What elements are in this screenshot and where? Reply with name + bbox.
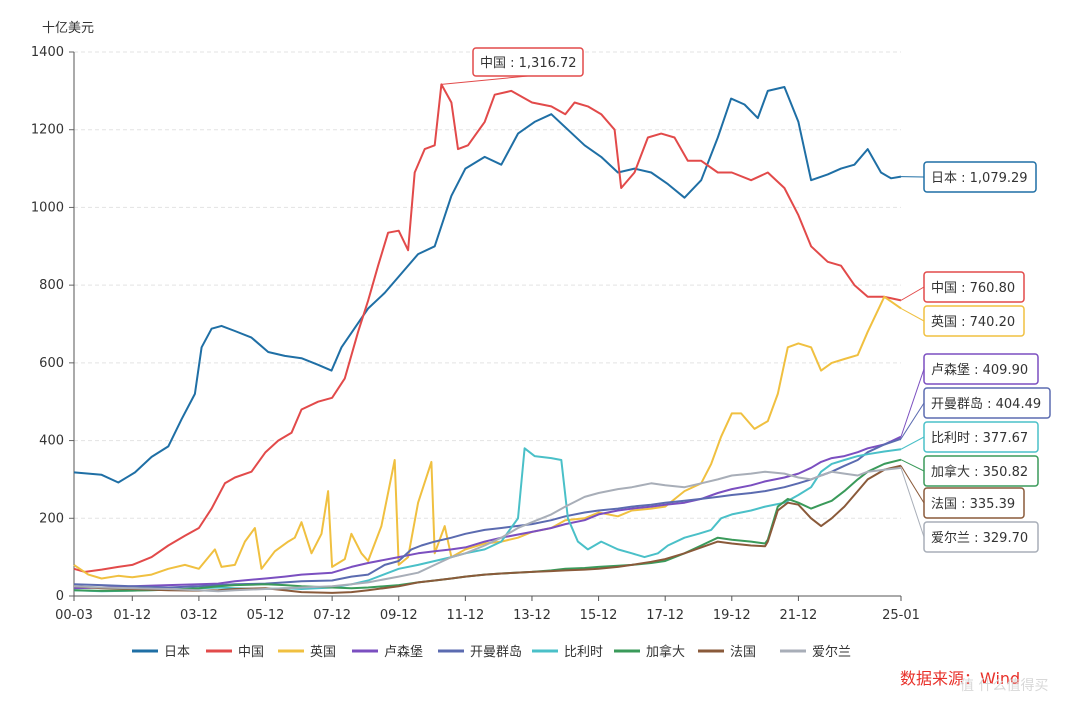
callout-label: 爱尔兰 : 329.70	[931, 531, 1028, 546]
callout-leader	[900, 459, 925, 472]
y-tick-label: 800	[39, 278, 64, 293]
legend-label: 加拿大	[646, 644, 685, 660]
series-line-8	[73, 466, 902, 593]
x-tick-label: 15-12	[580, 608, 618, 623]
callout-1: 日本 : 1,079.29	[900, 161, 1037, 193]
legend[interactable]: 日本 中国 英国 卢森堡 开曼群岛 比利时 加拿大 法国 爱尔兰	[132, 644, 851, 660]
callout-leader	[900, 286, 925, 301]
x-tick-label: 01-12	[113, 608, 151, 623]
callout-label: 法国 : 335.39	[931, 497, 1015, 512]
source-note: 数据来源：Wind	[900, 669, 1020, 688]
callout-9: 爱尔兰 : 329.70	[900, 467, 1039, 553]
legend-item-4[interactable]: 开曼群岛	[438, 644, 522, 660]
x-tick-label: 00-03	[55, 608, 93, 623]
x-tick-label: 17-12	[646, 608, 684, 623]
callout-label: 中国 : 760.80	[931, 281, 1015, 296]
callout-0: 中国 : 1,316.72	[441, 47, 584, 85]
series-group	[73, 83, 902, 594]
callout-box	[923, 161, 1037, 193]
callout-label: 卢森堡 : 409.90	[931, 362, 1028, 378]
y-tick-label: 600	[39, 356, 64, 371]
series-line-1	[73, 83, 902, 573]
series-line-4	[73, 437, 902, 589]
callout-4: 卢森堡 : 409.90	[900, 353, 1039, 437]
series-line-3	[73, 435, 902, 590]
series-line-5	[73, 447, 902, 593]
legend-label: 英国	[310, 645, 336, 660]
callout-box	[923, 455, 1039, 487]
callout-label: 加拿大 : 350.82	[931, 464, 1028, 480]
x-tick-label: 19-12	[713, 608, 751, 623]
legend-item-6[interactable]: 加拿大	[614, 644, 685, 660]
x-tick-label: 09-12	[380, 608, 418, 623]
y-tick-label: 1200	[31, 123, 64, 138]
callout-box	[923, 387, 1051, 419]
x-tick-label: 21-12	[780, 608, 818, 623]
series-line-7	[73, 464, 902, 594]
x-tick-label: 11-12	[446, 608, 484, 623]
legend-item-7[interactable]: 法国	[698, 645, 756, 660]
callout-box	[923, 271, 1025, 303]
series-line-0	[73, 86, 902, 484]
legend-item-5[interactable]: 比利时	[532, 645, 603, 660]
x-tick-label: 13-12	[513, 608, 551, 623]
x-tick-label: 03-12	[180, 608, 218, 623]
x-tick-label: 25-01	[882, 608, 920, 623]
x-tick-label: 05-12	[247, 608, 285, 623]
callout-label: 开曼群岛 : 404.49	[931, 396, 1041, 412]
legend-item-0[interactable]: 日本	[132, 645, 190, 660]
series-line-2	[73, 295, 902, 580]
legend-label: 开曼群岛	[470, 644, 522, 660]
callout-label: 英国 : 740.20	[931, 315, 1015, 330]
callout-leader	[900, 467, 925, 538]
legend-label: 中国	[238, 645, 264, 660]
y-tick-label: 200	[39, 511, 64, 526]
callout-3: 英国 : 740.20	[900, 305, 1025, 337]
callout-leader	[900, 307, 925, 322]
callouts: 中国 : 1,316.72 日本 : 1,079.29 中国 : 760.80 英国 …	[441, 47, 1051, 553]
callout-8: 法国 : 335.39	[900, 465, 1025, 519]
watermark: 值 什么值得买	[960, 677, 1048, 694]
y-tick-label: 1400	[31, 45, 64, 60]
legend-label: 法国	[730, 645, 756, 660]
callout-box	[923, 305, 1025, 337]
callout-label: 中国 : 1,316.72	[480, 56, 577, 71]
legend-item-8[interactable]: 爱尔兰	[780, 645, 851, 660]
callout-leader	[441, 75, 529, 85]
callout-leader	[900, 368, 925, 437]
legend-label: 爱尔兰	[812, 645, 851, 660]
callout-box	[472, 47, 584, 77]
callout-box	[923, 353, 1039, 385]
x-tick-label: 07-12	[313, 608, 351, 623]
callout-label: 比利时 : 377.67	[931, 431, 1028, 446]
legend-label: 日本	[164, 645, 190, 660]
grid-lines	[74, 51, 901, 519]
legend-item-1[interactable]: 中国	[206, 645, 264, 660]
callout-leader	[900, 436, 925, 450]
callout-2: 中国 : 760.80	[900, 271, 1025, 303]
callout-6: 比利时 : 377.67	[900, 421, 1039, 453]
series-line-6	[73, 458, 902, 592]
callout-5: 开曼群岛 : 404.49	[900, 387, 1051, 440]
callout-label: 日本 : 1,079.29	[931, 171, 1028, 186]
axes: 0 200 400 600 800 1000 1200 1400 00-03 01-12 03-12…	[31, 45, 920, 623]
y-unit-label: 十亿美元	[42, 21, 94, 36]
legend-item-3[interactable]: 卢森堡	[352, 644, 423, 660]
legend-label: 比利时	[564, 645, 603, 660]
y-tick-label: 0	[56, 589, 64, 604]
callout-box	[923, 421, 1039, 453]
legend-label: 卢森堡	[384, 644, 423, 660]
y-tick-label: 400	[39, 434, 64, 449]
callout-box	[923, 487, 1025, 519]
y-tick-label: 1000	[31, 200, 64, 215]
callout-box	[923, 521, 1039, 553]
callout-leader	[900, 402, 925, 440]
legend-item-2[interactable]: 英国	[278, 645, 336, 660]
callout-7: 加拿大 : 350.82	[900, 455, 1039, 487]
callout-leader	[900, 465, 925, 504]
